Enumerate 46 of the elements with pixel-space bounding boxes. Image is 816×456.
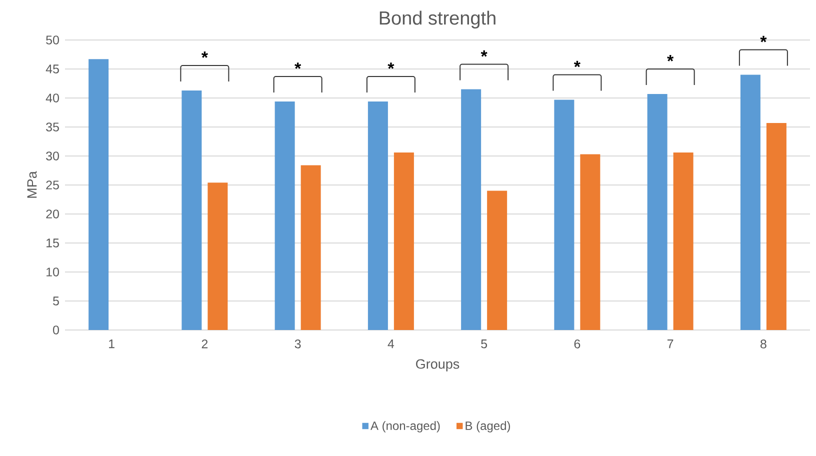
- y-tick-label: 0: [53, 326, 59, 334]
- chart-title: Bond strength: [380, 10, 496, 28]
- x-axis-title: Groups: [416, 359, 460, 372]
- bar: [182, 90, 202, 330]
- bar: [208, 182, 228, 330]
- y-tick-label: 15: [46, 238, 59, 248]
- legend-label: A (non-aged): [370, 421, 440, 432]
- bar: [740, 74, 760, 330]
- bar: [394, 152, 414, 330]
- y-tick-label: 50: [46, 36, 59, 44]
- annotation: *: [294, 62, 302, 69]
- y-tick-label: 20: [46, 210, 59, 218]
- x-tick-label: 4: [388, 340, 394, 348]
- x-tick-label: 7: [667, 340, 674, 348]
- x-tick-label: 5: [481, 340, 488, 348]
- y-axis-title: MPa: [27, 171, 37, 198]
- bar: [673, 152, 694, 330]
- annotation: *: [667, 55, 674, 62]
- y-tick-label: 10: [46, 268, 59, 276]
- y-tick-label: 25: [46, 180, 59, 190]
- annotation: *: [201, 52, 208, 58]
- bar: [554, 100, 574, 330]
- annotation: *: [760, 36, 767, 42]
- y-tick-label: 5: [53, 296, 59, 306]
- bar: [766, 122, 786, 330]
- bar: [368, 101, 388, 330]
- bar: [487, 190, 508, 330]
- annotation: *: [388, 62, 394, 69]
- bar: [647, 94, 668, 330]
- x-tick-label: 6: [574, 340, 580, 348]
- x-tick-label: 1: [109, 340, 114, 348]
- bar: [88, 59, 109, 330]
- legend-label: B (aged): [466, 421, 510, 432]
- y-tick-label: 35: [46, 122, 59, 132]
- bar: [461, 89, 482, 330]
- x-tick-label: 8: [760, 340, 766, 348]
- bar: [300, 165, 321, 330]
- bar: [274, 101, 295, 330]
- y-tick-label: 40: [46, 94, 59, 102]
- y-tick-label: 45: [46, 64, 59, 74]
- x-tick-label: 2: [202, 340, 208, 348]
- annotation: *: [480, 50, 488, 57]
- y-tick-label: 30: [46, 152, 59, 160]
- bar: [580, 154, 600, 330]
- x-tick-label: 3: [294, 340, 301, 348]
- annotation: *: [574, 60, 580, 68]
